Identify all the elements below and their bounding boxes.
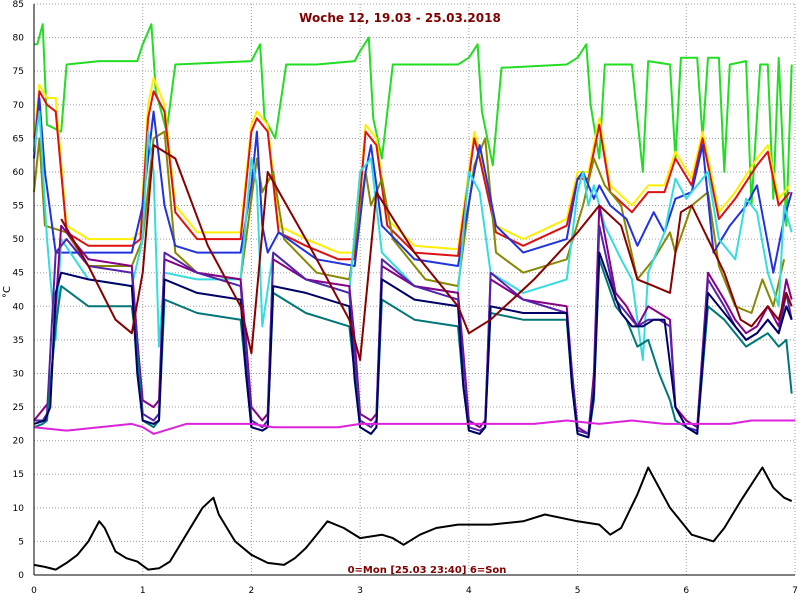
y-tick-label: 20 (13, 437, 25, 447)
y-tick-label: 65 (13, 134, 24, 144)
series-line-6 (33, 110, 793, 361)
y-tick-label: 0 (18, 571, 24, 581)
x-tick-label: 0 (31, 586, 37, 596)
y-tick-label: 55 (13, 202, 24, 212)
series-line-10 (33, 251, 793, 439)
y-tick-label: 25 (13, 403, 24, 413)
y-tick-label: 75 (13, 67, 24, 77)
y-tick-label: 80 (13, 34, 25, 44)
x-tick-label: 7 (792, 586, 798, 596)
series-layer (33, 23, 795, 571)
x-tick-label: 4 (466, 586, 472, 596)
x-tick-label: 2 (249, 586, 255, 596)
y-tick-label: 15 (13, 470, 24, 480)
series-line-11 (60, 144, 793, 361)
y-tick-label: 40 (13, 302, 25, 312)
y-tick-label: 45 (13, 269, 24, 279)
series-line-13 (33, 466, 793, 571)
y-tick-label: 85 (13, 0, 24, 10)
chart-title: Woche 12, 19.03 - 25.03.2018 (299, 11, 501, 25)
x-tick-label: 5 (575, 586, 581, 596)
x-tick-label: 3 (357, 586, 363, 596)
x-axis-label: 0=Mon [25.03 23:40] 6=Son (348, 565, 507, 576)
y-tick-label: 30 (13, 369, 25, 379)
y-tick-label: 5 (18, 537, 24, 547)
y-tick-label: 10 (13, 504, 25, 514)
series-line-8 (34, 224, 793, 435)
series-line-12 (33, 419, 795, 435)
series-line-1 (34, 23, 793, 227)
x-tick-label: 1 (140, 586, 146, 596)
y-tick-label: 60 (13, 168, 25, 178)
y-axis-label: °C (2, 286, 13, 298)
y-tick-label: 35 (13, 336, 24, 346)
series-line-3 (33, 90, 791, 261)
x-tick-label: 6 (683, 586, 689, 596)
y-tick-label: 70 (13, 101, 25, 111)
y-tick-label: 50 (13, 235, 25, 245)
